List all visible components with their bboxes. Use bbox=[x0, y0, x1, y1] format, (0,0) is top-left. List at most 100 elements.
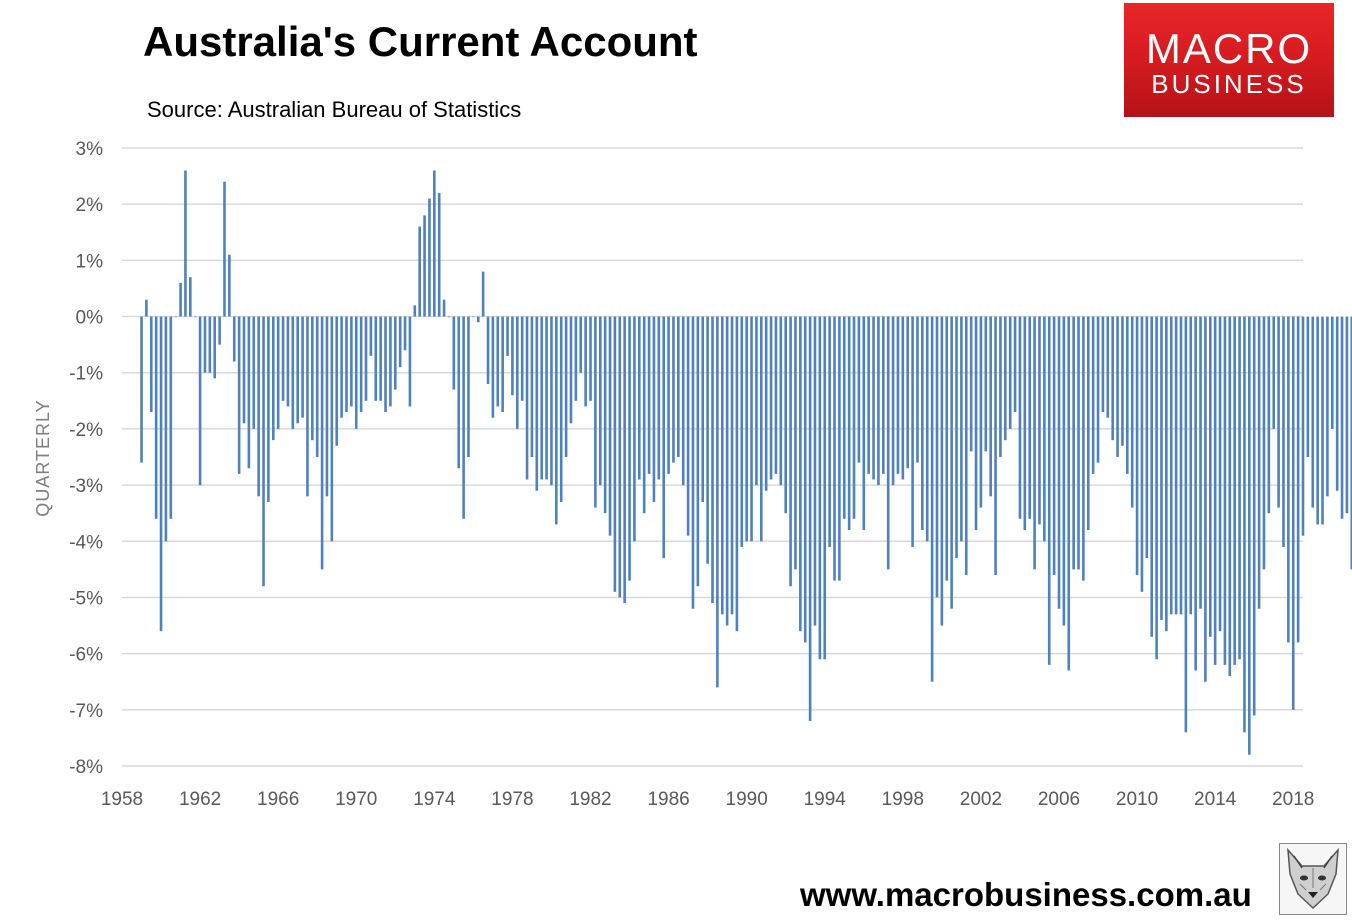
bar bbox=[1248, 316, 1251, 755]
bar bbox=[1218, 316, 1222, 632]
bar bbox=[755, 316, 758, 486]
x-tick-label: 1962 bbox=[179, 789, 221, 810]
bar bbox=[686, 316, 690, 536]
bar bbox=[1340, 316, 1344, 519]
bar bbox=[491, 316, 495, 418]
bar bbox=[940, 316, 944, 626]
bar bbox=[1277, 316, 1280, 508]
bar bbox=[1257, 316, 1261, 609]
bar bbox=[960, 316, 963, 542]
bar bbox=[1301, 316, 1305, 536]
bar bbox=[945, 316, 949, 581]
bar bbox=[1335, 316, 1339, 491]
bar bbox=[984, 316, 988, 452]
bar bbox=[574, 316, 578, 401]
bar bbox=[428, 198, 431, 317]
bar bbox=[691, 316, 695, 609]
bar bbox=[1199, 316, 1202, 609]
bar bbox=[354, 316, 358, 429]
logo-line-macro: MACRO bbox=[1145, 25, 1313, 72]
bar bbox=[462, 316, 465, 519]
bar bbox=[1106, 316, 1110, 418]
bar bbox=[550, 316, 553, 486]
bar bbox=[1311, 316, 1315, 508]
bar bbox=[886, 316, 890, 570]
bar bbox=[198, 316, 202, 486]
x-tick-label: 1958 bbox=[101, 789, 143, 810]
bar bbox=[1013, 316, 1017, 413]
bar bbox=[1223, 316, 1227, 665]
bar bbox=[681, 316, 685, 486]
bar bbox=[950, 316, 953, 609]
bar bbox=[647, 316, 651, 474]
bar bbox=[1023, 316, 1027, 531]
bar bbox=[472, 316, 475, 318]
bar bbox=[398, 316, 402, 368]
bar bbox=[1067, 316, 1071, 671]
bar bbox=[925, 316, 929, 542]
bar bbox=[1287, 316, 1290, 643]
bar bbox=[1008, 316, 1012, 429]
bar bbox=[140, 316, 143, 463]
bar bbox=[1145, 316, 1149, 559]
bar bbox=[1111, 316, 1114, 441]
bar bbox=[789, 316, 792, 587]
bar bbox=[921, 316, 924, 531]
bar bbox=[872, 316, 875, 480]
bar bbox=[896, 316, 900, 474]
bar bbox=[813, 316, 817, 626]
bar bbox=[730, 316, 734, 615]
bar bbox=[1326, 316, 1329, 497]
bar bbox=[1086, 316, 1090, 531]
bar bbox=[882, 316, 885, 474]
bar bbox=[799, 316, 802, 632]
bar bbox=[301, 316, 304, 418]
bar bbox=[149, 316, 153, 413]
bar bbox=[267, 316, 270, 502]
bar bbox=[589, 316, 592, 401]
y-tick-label: -3% bbox=[69, 476, 103, 497]
bar bbox=[608, 316, 612, 536]
bar bbox=[974, 316, 978, 531]
x-tick-label: 2010 bbox=[1116, 789, 1158, 810]
bar bbox=[218, 316, 221, 345]
bar bbox=[232, 316, 236, 362]
bar bbox=[257, 316, 260, 497]
y-tick-label: -2% bbox=[69, 420, 103, 441]
bar bbox=[1135, 316, 1139, 575]
bar bbox=[325, 316, 329, 497]
bar bbox=[1052, 316, 1056, 575]
x-tick-label: 1974 bbox=[413, 789, 456, 810]
bar bbox=[193, 316, 197, 318]
bar bbox=[964, 316, 968, 575]
bar bbox=[174, 316, 177, 318]
bar bbox=[242, 316, 246, 424]
bar bbox=[1194, 316, 1197, 671]
bar bbox=[159, 316, 163, 632]
bar bbox=[579, 316, 583, 373]
wolf-mascot-icon bbox=[1279, 843, 1347, 915]
bar bbox=[559, 316, 563, 502]
bar bbox=[823, 316, 827, 660]
bar bbox=[457, 316, 461, 469]
bar bbox=[696, 316, 700, 587]
bar bbox=[979, 316, 983, 508]
bar bbox=[247, 316, 251, 469]
bar bbox=[1179, 316, 1183, 615]
bar bbox=[842, 316, 846, 519]
bar bbox=[1091, 316, 1095, 474]
bar bbox=[725, 316, 729, 626]
bar bbox=[613, 316, 617, 592]
bar bbox=[1238, 316, 1241, 660]
bar bbox=[662, 316, 665, 559]
bar bbox=[1160, 316, 1163, 620]
bar bbox=[906, 316, 910, 469]
bar bbox=[901, 316, 905, 480]
bar bbox=[374, 316, 378, 401]
bar bbox=[584, 316, 587, 407]
x-tick-label: 1978 bbox=[491, 789, 533, 810]
bar bbox=[706, 316, 709, 564]
bar bbox=[867, 316, 870, 474]
bar bbox=[808, 316, 812, 722]
